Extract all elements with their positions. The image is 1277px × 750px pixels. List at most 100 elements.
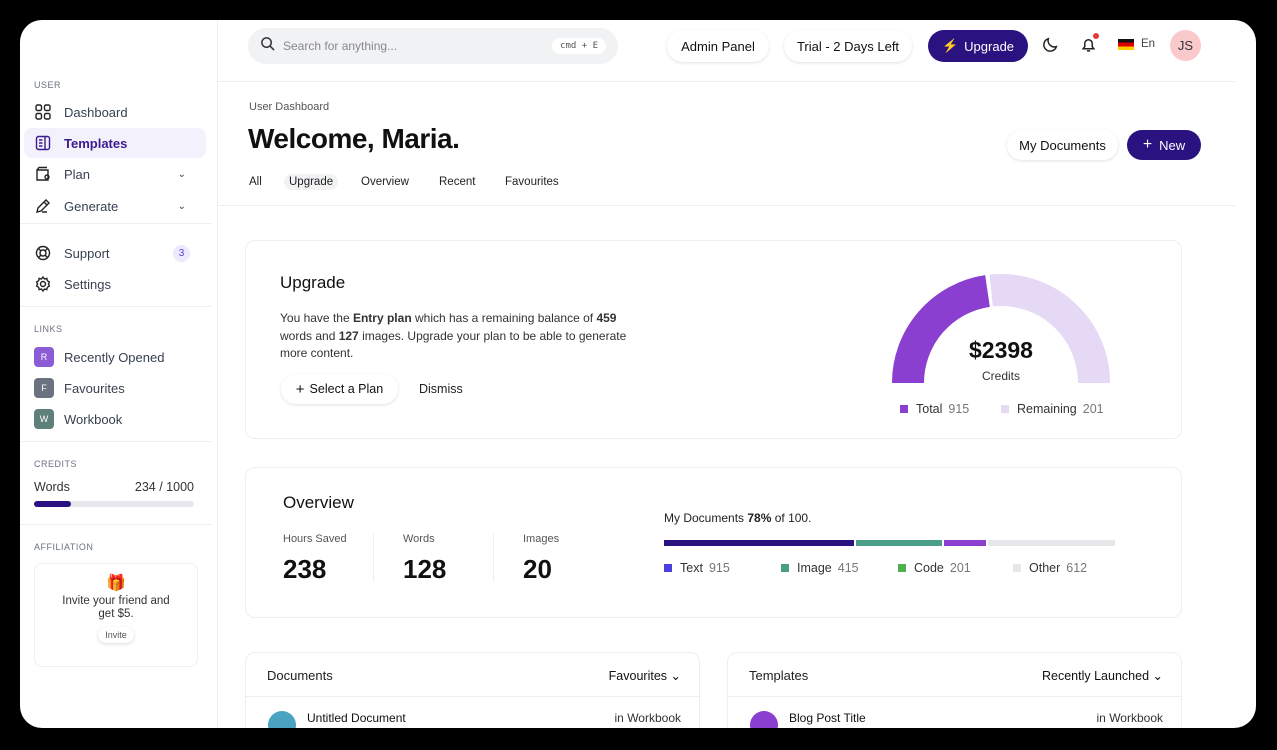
letter-avatar: F (34, 378, 54, 398)
legend-remaining: Remaining 201 (1001, 402, 1104, 416)
label: Settings (64, 276, 111, 292)
section-links: LINKS (34, 324, 63, 334)
legend-image: Image 415 (781, 561, 859, 575)
template-icon (34, 134, 52, 152)
tab-upgrade[interactable]: Upgrade (284, 174, 339, 190)
tab-recent[interactable]: Recent (439, 176, 476, 188)
trial-button[interactable]: Trial - 2 Days Left (784, 30, 912, 62)
templates-filter-dropdown[interactable]: Recently Launched ⌄ (1042, 669, 1163, 683)
sidebar-item-plan[interactable]: Plan ⌄ (24, 159, 206, 189)
label: Plan (64, 166, 91, 182)
upgrade-description: You have the Entry plan which has a rema… (280, 311, 627, 360)
german-flag-icon[interactable] (1118, 39, 1134, 50)
stat-label: Hours Saved (283, 533, 347, 545)
invite-button[interactable]: Invite (98, 627, 134, 643)
label: Recently Opened (64, 349, 165, 365)
dismiss-button[interactable]: Dismiss (419, 382, 463, 396)
letter-avatar: W (34, 409, 54, 429)
shortcut-hint: cmd + E (552, 38, 606, 54)
chevron-down-icon: ⌄ (177, 200, 186, 212)
template-avatar (750, 711, 778, 728)
section-credits: CREDITS (34, 459, 78, 469)
tab-overview[interactable]: Overview (361, 176, 409, 188)
overview-card: Overview Hours Saved 238 Words 128 Images 20 … (245, 467, 1182, 618)
sidebar-item-templates[interactable]: Templates (24, 128, 206, 158)
tab-all[interactable]: All (249, 176, 262, 188)
credits-progress (34, 501, 194, 507)
label: Favourites (64, 380, 125, 396)
document-meta: in Workbook (614, 711, 681, 725)
new-button[interactable]: + New (1127, 130, 1201, 160)
overview-title: Overview (283, 493, 354, 512)
gauge-total (892, 275, 991, 384)
credits-label: Credits (981, 369, 1020, 383)
divider (493, 534, 494, 582)
sidebar-item-settings[interactable]: Settings (24, 269, 206, 299)
segment-other (987, 540, 1115, 546)
link-workbook[interactable]: W Workbook (24, 404, 206, 434)
stat-value: 238 (283, 554, 327, 584)
letter-avatar: R (34, 347, 54, 367)
bell-icon[interactable] (1080, 33, 1099, 58)
templates-card: Templates Recently Launched ⌄ Blog Post … (727, 652, 1182, 728)
segment-code (944, 540, 986, 546)
grid-icon (34, 103, 52, 121)
stat-label: Images (523, 533, 560, 545)
divider (20, 306, 212, 307)
label: Templates (64, 135, 128, 151)
upgrade-button[interactable]: ⚡ Upgrade (928, 30, 1028, 62)
moon-icon[interactable] (1042, 36, 1059, 58)
docs-summary: My Documents 78% of 100. (664, 511, 812, 525)
pencil-icon (34, 197, 52, 215)
upgrade-title: Upgrade (280, 273, 346, 292)
label: Generate (64, 198, 119, 214)
sidebar-item-dashboard[interactable]: Dashboard (24, 97, 206, 127)
link-favourites[interactable]: F Favourites (24, 373, 206, 403)
label: New (1159, 137, 1186, 153)
gear-icon (34, 275, 52, 293)
legend-total: Total 915 (900, 402, 969, 416)
credits-label: Words (34, 480, 70, 494)
plus-icon: + (1142, 136, 1153, 153)
sidebar: USER Dashboard Templates Plan ⌄ Generate ⌄… (20, 20, 218, 728)
label: Support (64, 245, 110, 261)
label: Select a Plan (309, 382, 384, 396)
chevron-down-icon: ⌄ (177, 168, 186, 180)
label: Dashboard (64, 104, 128, 120)
legend-code: Code 201 (898, 561, 971, 575)
document-avatar (268, 711, 296, 728)
credits-amount: $2398 (969, 337, 1033, 363)
credits-gauge (892, 274, 1110, 384)
section-user: USER (34, 80, 62, 90)
my-documents-button[interactable]: My Documents (1007, 130, 1118, 160)
search-input[interactable]: Search for anything... cmd + E (248, 28, 618, 64)
chevron-down-icon: ⌄ (1152, 669, 1163, 683)
tab-favourites[interactable]: Favourites (505, 176, 559, 188)
stat-value: 20 (523, 554, 552, 584)
search-icon (260, 36, 275, 56)
lifebuoy-icon (34, 244, 52, 262)
stat-value: 128 (403, 554, 447, 584)
upgrade-card: Upgrade You have the Entry plan which ha… (245, 240, 1182, 439)
legend-other: Other 612 (1013, 561, 1087, 575)
wallet-icon (34, 165, 52, 183)
document-title[interactable]: Untitled Document (307, 711, 406, 725)
admin-panel-button[interactable]: Admin Panel (667, 30, 769, 62)
template-title[interactable]: Blog Post Title (789, 711, 866, 725)
stat-label: Words (403, 533, 435, 545)
label: Upgrade (964, 38, 1015, 54)
legend-text: Text 915 (664, 561, 730, 575)
divider (20, 524, 212, 525)
support-badge: 3 (173, 244, 190, 262)
breadcrumb[interactable]: User Dashboard (249, 101, 330, 113)
sidebar-item-support[interactable]: Support 3 (24, 238, 206, 268)
sidebar-item-generate[interactable]: Generate ⌄ (24, 191, 206, 221)
avatar[interactable]: JS (1170, 30, 1201, 61)
documents-filter-dropdown[interactable]: Favourites ⌄ (608, 669, 681, 683)
select-plan-button[interactable]: + Select a Plan (281, 374, 398, 404)
affiliation-card: 🎁 Invite your friend and get $5. Invite (34, 563, 198, 667)
language-selector[interactable]: En (1141, 38, 1156, 50)
link-recently-opened[interactable]: R Recently Opened (24, 342, 206, 372)
divider (218, 81, 1236, 82)
search-placeholder: Search for anything... (283, 39, 398, 53)
